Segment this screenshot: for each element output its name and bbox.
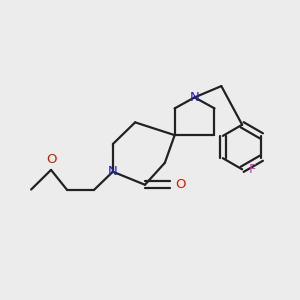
Text: O: O [175,178,186,191]
Text: F: F [249,163,256,176]
Text: N: N [190,91,200,104]
Text: O: O [46,153,56,166]
Text: N: N [108,165,118,178]
